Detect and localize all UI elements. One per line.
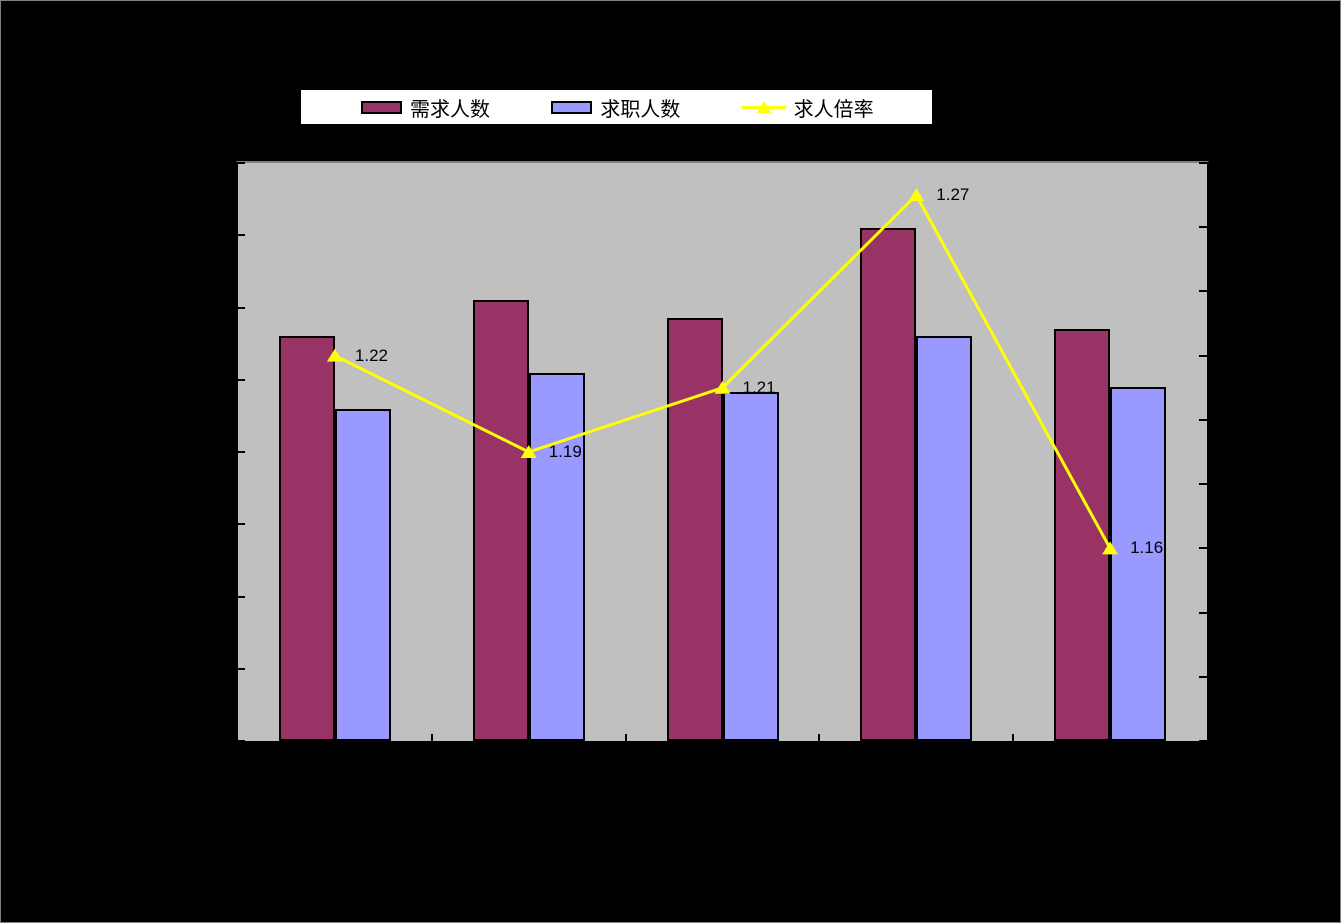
ratio-data-label: 1.22: [354, 345, 388, 365]
axis-tick: [624, 734, 627, 748]
legend-item-ratio: 求人倍率: [741, 93, 932, 122]
bar-demand: [472, 300, 529, 741]
legend-label-seekers: 求职人数: [600, 98, 681, 121]
axis-tick: [231, 740, 245, 742]
axis-tick: [231, 523, 245, 526]
chart-legend: 需求人数 求职人数 求人倍率: [299, 88, 934, 126]
axis-tick: [1199, 162, 1213, 164]
legend-item-seekers: 求职人数: [551, 93, 741, 122]
bar-demand: [666, 318, 723, 741]
ratio-data-label: 1.27: [936, 185, 970, 205]
axis-tick: [1012, 734, 1015, 748]
axis-tick: [231, 595, 245, 598]
legend-label-demand: 需求人数: [410, 98, 490, 121]
axis-tick: [1199, 547, 1213, 550]
bar-seekers: [1110, 386, 1167, 741]
axis-tick: [1199, 354, 1213, 357]
axis-tick: [1199, 483, 1213, 486]
plot-area: [236, 161, 1209, 743]
axis-tick: [1199, 418, 1213, 421]
ratio-data-label: 1.19: [548, 442, 582, 461]
axis-tick: [231, 378, 245, 381]
axis-tick: [818, 734, 821, 748]
bar-seekers: [722, 392, 779, 741]
bar-demand: [278, 336, 335, 741]
axis-tick: [231, 234, 245, 237]
axis-tick: [231, 451, 245, 453]
bar-seekers: [334, 408, 391, 741]
ratio-data-label: 1.21: [742, 377, 776, 397]
axis-tick: [1199, 675, 1213, 678]
ratio-series-line-marker-icon: [741, 100, 786, 115]
seekers-series-swatch-icon: [551, 100, 593, 114]
bar-seekers: [916, 336, 973, 741]
demand-series-swatch-icon: [361, 100, 402, 114]
axis-tick: [231, 306, 245, 309]
axis-tick: [1199, 290, 1213, 293]
legend-label-ratio: 求人倍率: [793, 98, 874, 121]
bar-demand: [1054, 329, 1111, 741]
axis-tick: [430, 734, 433, 748]
axis-tick: [1199, 740, 1213, 742]
axis-tick: [231, 162, 245, 164]
axis-tick: [231, 667, 245, 670]
ratio-data-label: 1.16: [1130, 538, 1164, 558]
axis-tick: [1199, 611, 1213, 614]
axis-tick: [1199, 226, 1213, 229]
bar-seekers: [528, 372, 585, 741]
legend-item-demand: 需求人数: [361, 93, 551, 122]
bar-demand: [860, 228, 917, 741]
